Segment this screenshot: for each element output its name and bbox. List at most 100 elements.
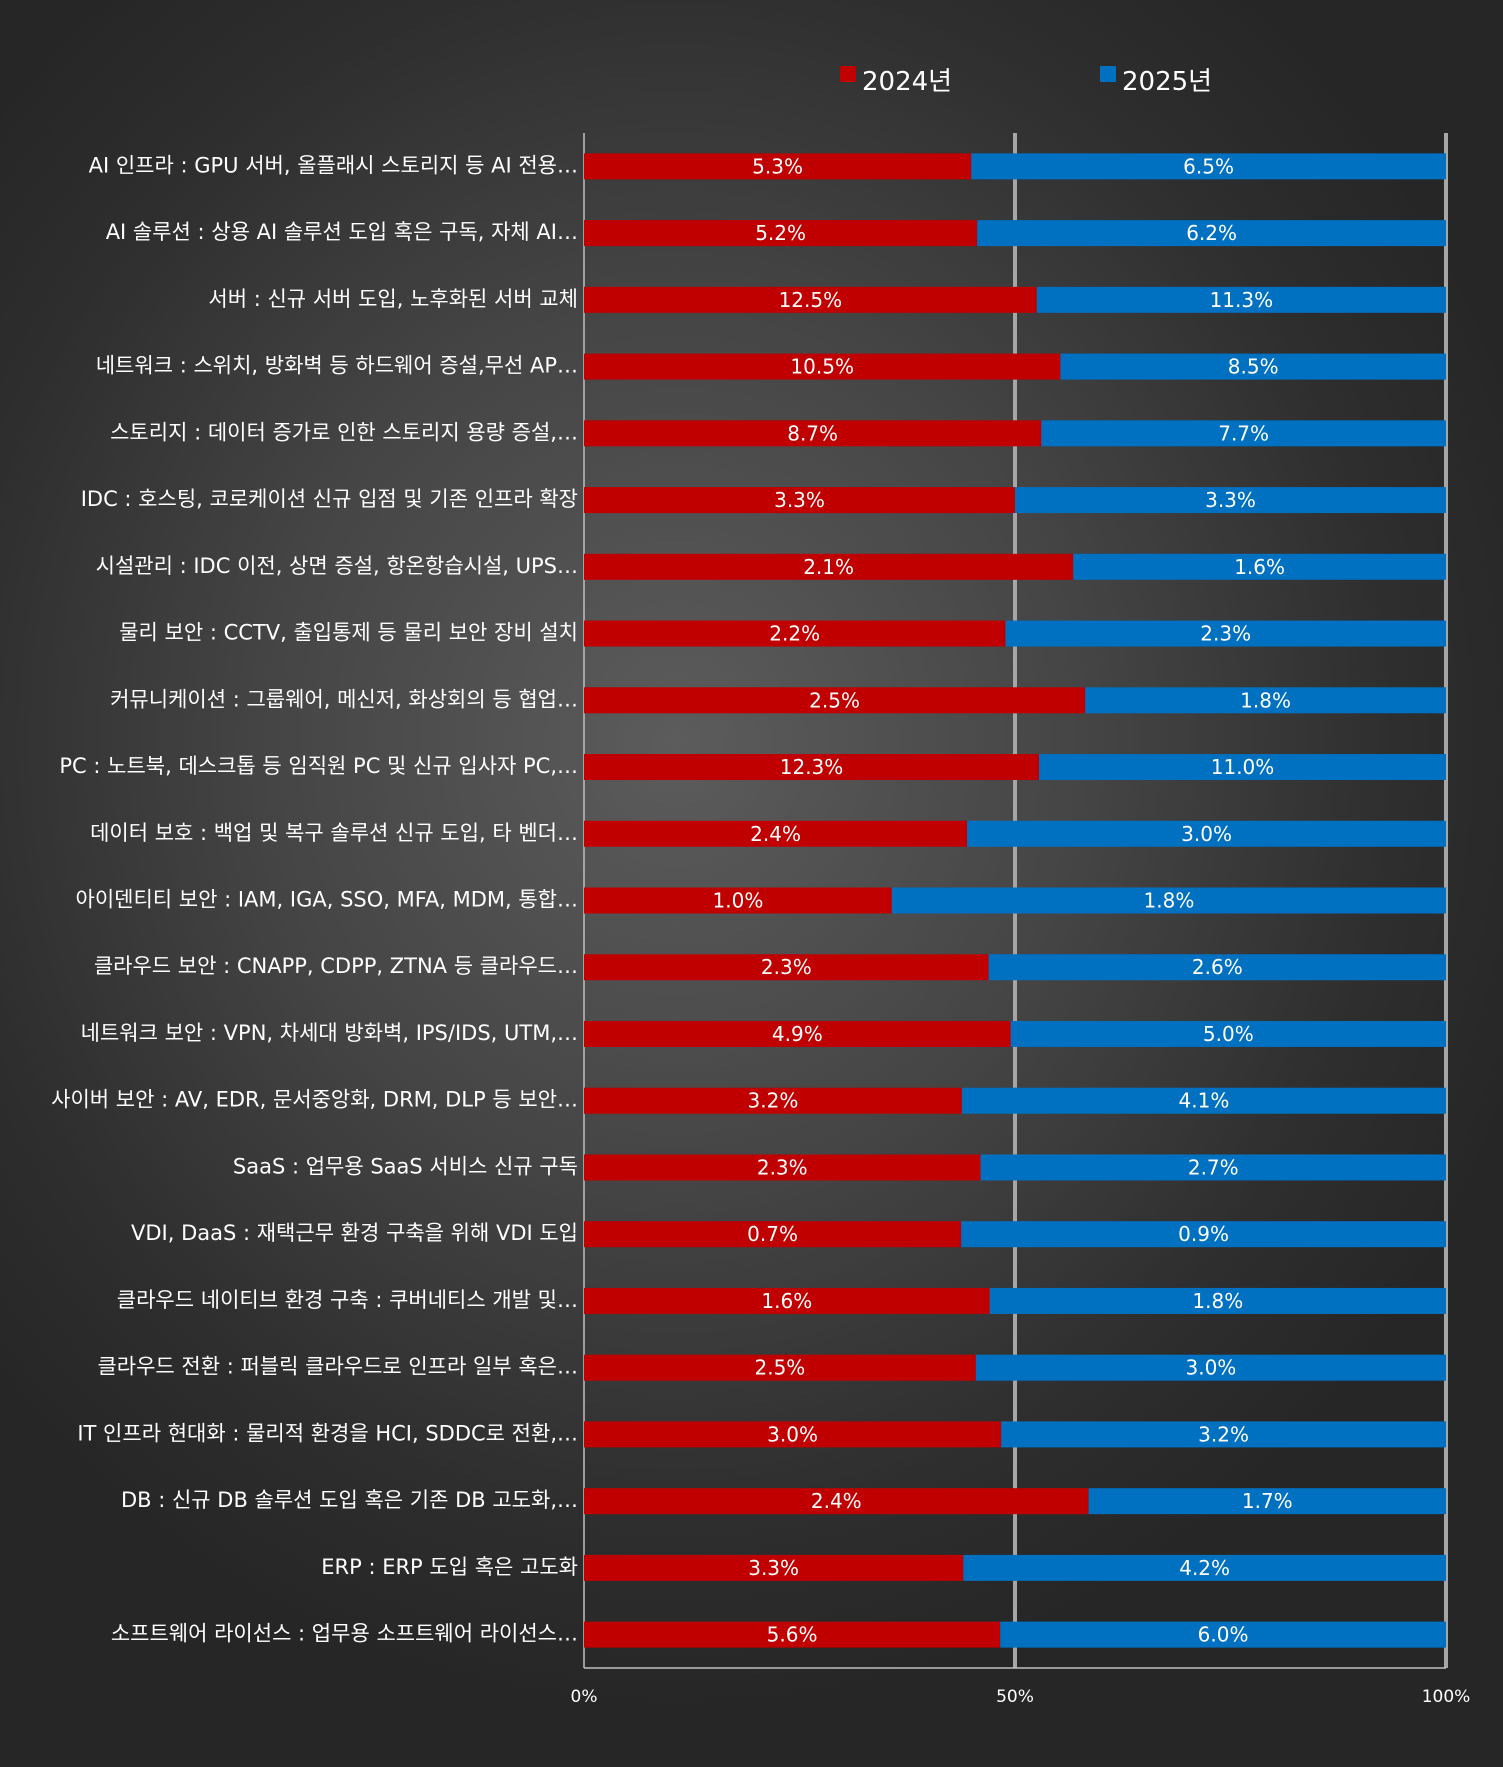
bar-2024-1: [584, 220, 978, 247]
category-label-2: 서버 : 신규 서버 도입, 노후화된 서버 교체: [208, 287, 578, 311]
data-label-2024-10: 2.4%: [750, 822, 801, 846]
bar-2024-12: [584, 954, 989, 981]
data-label-2025-21: 4.2%: [1179, 1556, 1230, 1580]
data-label-2025-1: 6.2%: [1186, 221, 1237, 245]
x-tick-2: 100%: [1422, 1687, 1471, 1707]
bar-2024-13: [584, 1020, 1011, 1047]
bar-2025-22: [1000, 1621, 1446, 1648]
data-label-2024-0: 5.3%: [752, 154, 803, 178]
data-label-2024-6: 2.1%: [803, 555, 854, 579]
data-label-2025-3: 8.5%: [1228, 355, 1279, 379]
data-label-2024-17: 1.6%: [761, 1289, 812, 1313]
category-label-15: SaaS : 업무용 SaaS 서비스 신규 구독: [233, 1154, 578, 1178]
data-label-2025-15: 2.7%: [1188, 1155, 1239, 1179]
category-label-3: 네트워크 : 스위치, 방화벽 등 하드웨어 증설,무선 AP…: [96, 354, 578, 378]
category-label-16: VDI, DaaS : 재택근무 환경 구축을 위해 VDI 도입: [131, 1221, 578, 1245]
data-label-2025-4: 7.7%: [1218, 421, 1269, 445]
bar-2025-12: [988, 954, 1446, 981]
data-label-2025-8: 1.8%: [1240, 688, 1291, 712]
data-label-2025-17: 1.8%: [1192, 1289, 1243, 1313]
bar-2025-17: [989, 1287, 1446, 1314]
data-label-2024-22: 5.6%: [767, 1623, 818, 1647]
bar-2024-14: [584, 1087, 962, 1114]
category-label-21: ERP : ERP 도입 혹은 고도화: [321, 1555, 578, 1579]
bar-2024-16: [584, 1221, 962, 1248]
category-label-13: 네트워크 보안 : VPN, 차세대 방화벽, IPS/IDS, UTM,…: [81, 1021, 578, 1045]
bar-2025-7: [1005, 620, 1446, 647]
data-label-2025-5: 3.3%: [1205, 488, 1256, 512]
bar-2024-5: [584, 487, 1015, 514]
bars: 5.3% 6.5% 5.2% 6.2% 12.5% 11.3% 10.5% 8.5% 8.7% 7…: [584, 153, 1446, 1648]
data-label-2025-2: 11.3%: [1210, 288, 1274, 312]
data-label-2025-12: 2.6%: [1192, 955, 1243, 979]
bar-2024-10: [584, 820, 968, 847]
bar-2024-9: [584, 754, 1040, 781]
data-label-2024-5: 3.3%: [774, 488, 825, 512]
bar-2025-8: [1085, 687, 1446, 714]
data-label-2024-11: 1.0%: [713, 889, 764, 913]
x-tick-labels: 0% 50% 100%: [571, 1687, 1471, 1707]
data-label-2025-13: 5.0%: [1203, 1022, 1254, 1046]
category-label-9: PC : 노트북, 데스크톱 등 임직원 PC 및 신규 입사자 PC,…: [59, 754, 578, 778]
category-label-1: AI 솔루션 : 상용 AI 솔루션 도입 혹은 구독, 자체 AI…: [106, 220, 578, 244]
bar-2025-18: [975, 1354, 1446, 1381]
category-label-12: 클라우드 보안 : CNAPP, CDPP, ZTNA 등 클라우드…: [94, 954, 578, 978]
category-label-20: DB : 신규 DB 솔루션 도입 혹은 기존 DB 고도화,…: [121, 1488, 578, 1512]
legend-label-1: 2025년: [1122, 67, 1212, 97]
data-label-2025-9: 11.0%: [1211, 755, 1275, 779]
bar-2025-21: [963, 1554, 1446, 1581]
bar-2025-2: [1036, 286, 1446, 313]
bar-2025-11: [891, 887, 1446, 914]
bar-2025-10: [967, 820, 1446, 847]
data-label-2024-3: 10.5%: [790, 355, 854, 379]
bar-2024-0: [584, 153, 972, 180]
bar-2024-11: [584, 887, 892, 914]
data-label-2024-19: 3.0%: [767, 1422, 818, 1446]
bar-2024-21: [584, 1554, 964, 1581]
category-label-5: IDC : 호스팅, 코로케이션 신규 입점 및 기존 인프라 확장: [81, 487, 578, 511]
bar-2024-8: [584, 687, 1086, 714]
category-labels: AI 인프라 : GPU 서버, 올플래시 스토리지 등 AI 전용… AI 솔루…: [51, 153, 578, 1645]
data-label-2024-18: 2.5%: [755, 1356, 806, 1380]
data-label-2025-7: 2.3%: [1200, 622, 1251, 646]
bar-2024-2: [584, 286, 1037, 313]
category-label-19: IT 인프라 현대화 : 물리적 환경을 HCI, SDDC로 전환,…: [77, 1421, 578, 1445]
data-label-2024-4: 8.7%: [787, 421, 838, 445]
x-tick-0: 0%: [571, 1687, 598, 1707]
data-label-2024-15: 2.3%: [757, 1155, 808, 1179]
category-label-22: 소프트웨어 라이선스 : 업무용 소프트웨어 라이선스…: [111, 1622, 578, 1646]
category-label-14: 사이버 보안 : AV, EDR, 문서중앙화, DRM, DLP 등 보안…: [51, 1088, 578, 1112]
data-label-2025-0: 6.5%: [1183, 154, 1234, 178]
bar-2025-16: [961, 1221, 1446, 1248]
data-label-2024-21: 3.3%: [748, 1556, 799, 1580]
data-label-2024-14: 3.2%: [748, 1089, 799, 1113]
data-label-2025-6: 1.6%: [1234, 555, 1285, 579]
bar-2025-3: [1060, 353, 1446, 380]
category-label-18: 클라우드 전환 : 퍼블릭 클라우드로 인프라 일부 혹은…: [97, 1355, 578, 1379]
category-label-11: 아이덴티티 보안 : IAM, IGA, SSO, MFA, MDM, 통합…: [76, 888, 578, 912]
bar-2024-7: [584, 620, 1006, 647]
bar-2024-20: [584, 1488, 1089, 1515]
category-label-4: 스토리지 : 데이터 증가로 인한 스토리지 용량 증설,…: [110, 420, 578, 444]
bar-2024-4: [584, 420, 1042, 447]
data-label-2025-16: 0.9%: [1178, 1222, 1229, 1246]
legend-swatch-1: [1100, 66, 1116, 82]
bar-2024-19: [584, 1421, 1002, 1448]
data-label-2025-22: 6.0%: [1198, 1623, 1249, 1647]
bar-2025-15: [980, 1154, 1446, 1181]
data-label-2024-13: 4.9%: [772, 1022, 823, 1046]
bar-2025-19: [1001, 1421, 1446, 1448]
bar-2024-22: [584, 1621, 1001, 1648]
category-label-6: 시설관리 : IDC 이전, 상면 증설, 항온항습시설, UPS…: [96, 554, 578, 578]
legend: 2024년 2025년: [840, 66, 1212, 97]
data-label-2024-8: 2.5%: [809, 688, 860, 712]
data-label-2024-20: 2.4%: [811, 1489, 862, 1513]
data-label-2024-9: 12.3%: [780, 755, 844, 779]
bar-2025-20: [1088, 1488, 1446, 1515]
data-label-2024-7: 2.2%: [769, 622, 820, 646]
bar-2025-1: [977, 220, 1446, 247]
bar-2024-17: [584, 1287, 990, 1314]
bar-2024-3: [584, 353, 1061, 380]
data-label-2024-2: 12.5%: [779, 288, 843, 312]
